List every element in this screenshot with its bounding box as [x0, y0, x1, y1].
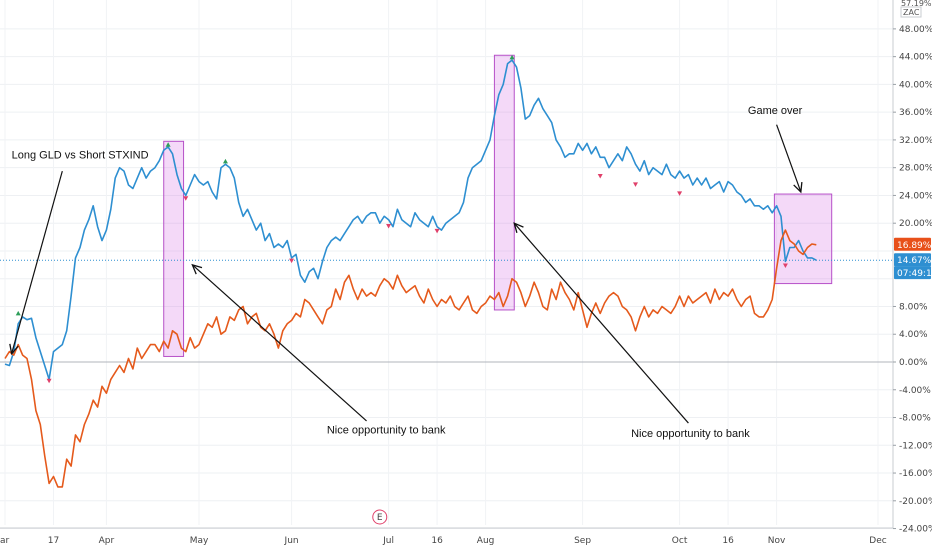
x-tick-label: 16	[722, 536, 734, 546]
x-tick-label: Nov	[768, 536, 786, 546]
x-tick-label: Oct	[672, 536, 688, 546]
event-label: E	[377, 513, 383, 523]
trade-markers	[15, 54, 788, 384]
marker-down	[434, 228, 440, 234]
value-badge	[894, 237, 931, 251]
marker-up	[165, 142, 171, 147]
price-axis[interactable]: 48.00% 44.00% 40.00% 36.00% 32.00% 28.00% 24.0…	[892, 0, 932, 535]
x-tick-label: May	[190, 536, 209, 546]
value-badge	[894, 266, 931, 280]
y-tick-label: 40.00%	[899, 80, 932, 90]
x-tick-label: ar	[0, 536, 10, 546]
y-tick-label: 44.00%	[899, 53, 932, 63]
marker-down	[782, 263, 788, 269]
x-tick-label: Sep	[574, 536, 591, 546]
top-label: ZAC	[903, 8, 920, 17]
y-tick-label: -8.00%	[899, 414, 931, 424]
arrow-shaft	[191, 264, 367, 422]
arrow-shaft	[513, 222, 689, 424]
y-tick-label: 24.00%	[899, 191, 932, 201]
x-tick-label: Apr	[99, 536, 115, 546]
x-tick-label: 16	[431, 536, 443, 546]
top-label-box	[900, 6, 922, 18]
highlight-box	[163, 140, 185, 357]
x-tick-label: Aug	[477, 536, 495, 546]
annotation-labels: Long GLD vs Short STXIND Nice opportunity…	[12, 105, 803, 440]
x-tick-label: Jun	[284, 536, 299, 546]
y-tick-label: 4.00%	[899, 330, 928, 340]
marker-up	[222, 158, 228, 164]
grid-lines	[0, 0, 893, 530]
y-tick-label: -16.00%	[899, 469, 932, 479]
top-label: 57.19%	[901, 0, 932, 8]
marker-down	[289, 258, 295, 264]
y-tick-label: 0.00%	[899, 358, 928, 368]
marker-down	[46, 378, 52, 384]
y-tick-label: 20.00%	[899, 219, 932, 229]
annotation-label: Nice opportunity to bank	[327, 424, 446, 436]
earnings-event-marker[interactable]: E	[372, 509, 388, 525]
series-line-orange	[4, 229, 817, 488]
y-tick-label: -20.00%	[899, 497, 932, 507]
y-tick-label: -12.00%	[899, 441, 932, 451]
arrow-head	[9, 343, 19, 356]
highlight-boxes	[163, 54, 833, 357]
arrow-head	[793, 181, 803, 194]
marker-down	[597, 174, 603, 179]
x-tick-label: Dec	[869, 536, 886, 546]
marker-down	[633, 182, 638, 187]
y-tick-label: 32.00%	[899, 136, 932, 146]
arrow-shaft	[776, 124, 802, 193]
arrow-head	[513, 222, 524, 234]
annotation-arrows	[9, 124, 803, 424]
marker-down	[386, 223, 392, 229]
arrow-shaft	[11, 170, 63, 354]
annotation-label: Long GLD vs Short STXIND	[12, 150, 149, 162]
series-lines	[4, 59, 817, 488]
x-tick-label: 17	[48, 536, 59, 546]
arrow-head	[191, 263, 203, 275]
highlight-box	[493, 54, 515, 311]
value-badge-text: 16.89%	[897, 241, 932, 251]
series-line-blue	[4, 59, 817, 381]
marker-down	[677, 191, 683, 196]
marker-up	[15, 310, 21, 316]
value-badges: 16.89% 14.67% 07:49:15	[894, 237, 932, 280]
y-tick-label: 28.00%	[899, 164, 932, 174]
annotation-label: Game over	[748, 105, 803, 117]
x-tick-label: Jul	[382, 536, 394, 546]
value-badge-text: 14.67%	[897, 256, 932, 266]
y-tick-label: 8.00%	[899, 302, 928, 312]
y-tick-label: -4.00%	[899, 386, 931, 396]
y-tick-label: 48.00%	[899, 25, 932, 35]
y-tick-label: -24.00%	[899, 525, 932, 535]
top-right-labels: 57.19%ZAC	[900, 0, 932, 18]
marker-up	[509, 54, 515, 60]
value-badge-text: 07:49:15	[897, 269, 932, 279]
y-tick-label: 36.00%	[899, 108, 932, 118]
time-axis[interactable]: ar 17 Apr May Jun Jul 16 Aug Sep Oct 16 Nov Dec	[0, 527, 893, 546]
marker-down	[183, 196, 189, 201]
event-circle	[372, 509, 388, 525]
value-badge	[894, 253, 931, 267]
annotation-label: Nice opportunity to bank	[631, 428, 750, 440]
